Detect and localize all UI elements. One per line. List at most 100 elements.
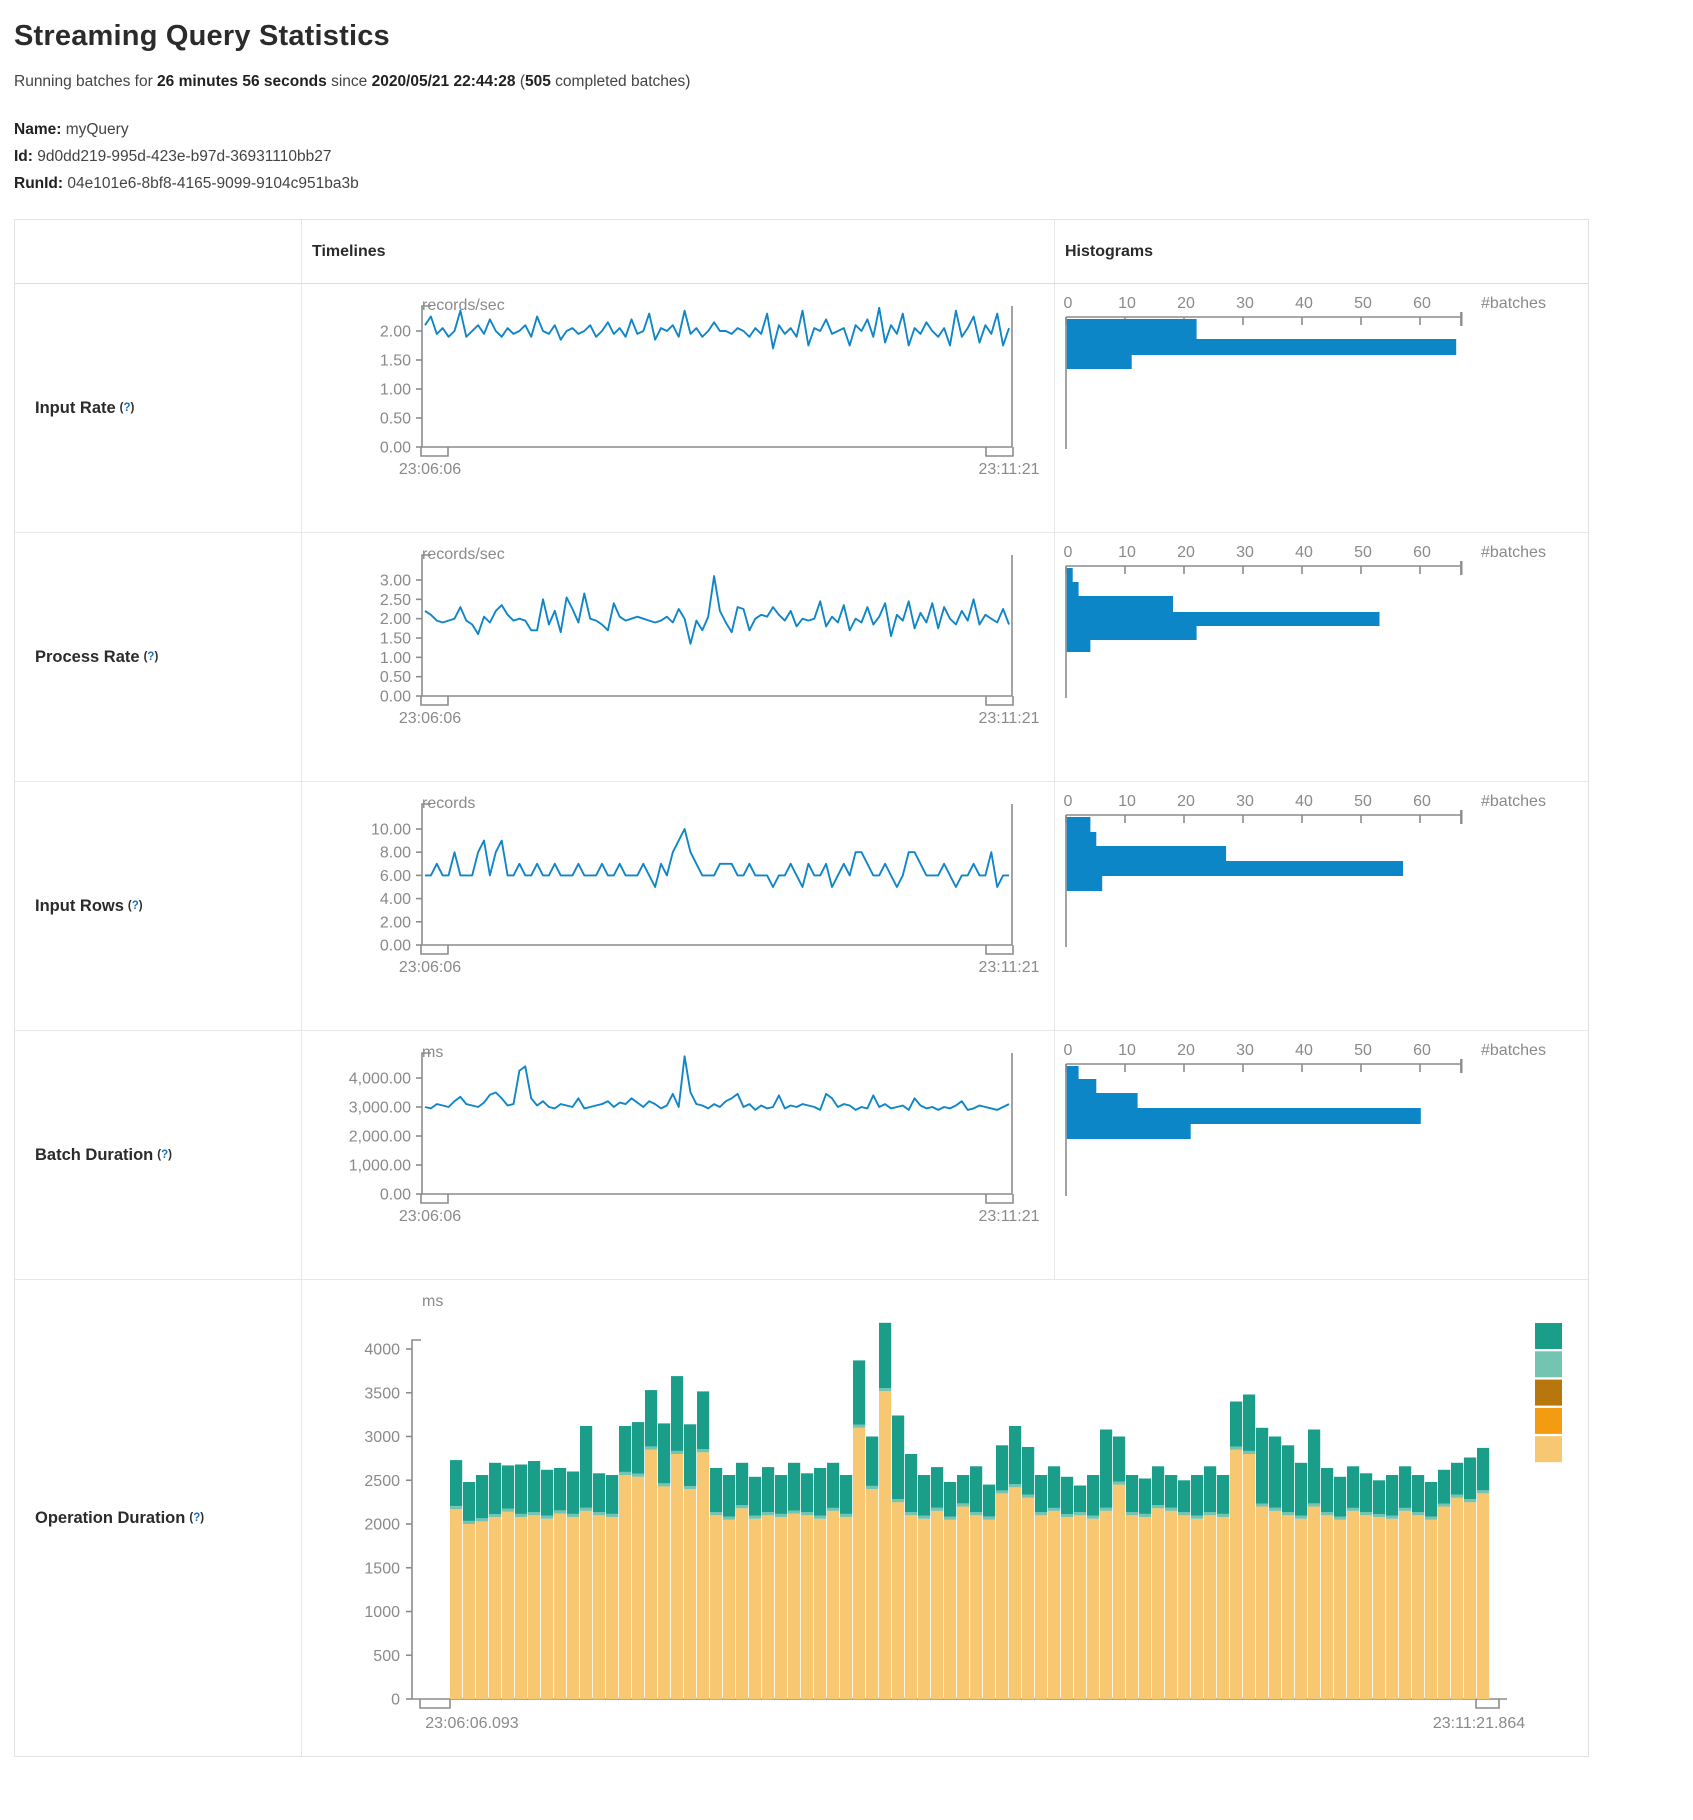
- input-rate-help-icon[interactable]: (?): [120, 402, 135, 414]
- op-bar-top-segment: [567, 1471, 580, 1514]
- x-tick-label: 50: [1354, 1042, 1372, 1059]
- legend-swatch-tan[interactable]: [1535, 1436, 1562, 1463]
- op-bar-sliver-segment: [1308, 1503, 1321, 1507]
- op-bar-top-segment: [957, 1475, 970, 1504]
- op-bar-top-segment: [1347, 1466, 1360, 1508]
- op-bar-sliver-segment: [1035, 1512, 1048, 1516]
- histogram-bar: [1066, 612, 1380, 626]
- input_rows-timeline-svg: records 10.00 8.00 6.00 4.00 2.00 0.00 23:06:06…: [371, 795, 1040, 976]
- op-bar-base-segment: [775, 1517, 788, 1699]
- op-bar-base-segment: [866, 1489, 879, 1699]
- op-bar-top-segment: [619, 1426, 632, 1472]
- op-bar-top-segment: [1087, 1475, 1100, 1516]
- histogram-bar: [1066, 1124, 1191, 1139]
- x-tick-label: 10: [1118, 1042, 1136, 1059]
- op-bar-base-segment: [645, 1449, 658, 1699]
- query-id-line: Id: 9d0dd219-995d-423e-b97d-36931110bb27: [14, 148, 1693, 166]
- op-bar-base-segment: [1230, 1449, 1243, 1699]
- histogram-bar: [1066, 832, 1097, 846]
- batch-duration-help-icon[interactable]: (?): [157, 1149, 172, 1161]
- op-bar-sliver-segment: [671, 1450, 684, 1454]
- op-bar-sliver-segment: [606, 1513, 619, 1517]
- op-bar-base-segment: [710, 1515, 723, 1700]
- op-bar-sliver-segment: [1464, 1499, 1477, 1503]
- op-bar-base-segment: [1386, 1518, 1399, 1700]
- x-end-label: 23:11:21: [978, 710, 1039, 727]
- y-axis-unit-label: records: [422, 795, 475, 812]
- op-bar-sliver-segment: [866, 1485, 879, 1489]
- op-bar-top-segment: [1477, 1447, 1490, 1491]
- op-bar-sliver-segment: [970, 1512, 983, 1516]
- y-tick-label: 0.00: [380, 689, 411, 706]
- op-bar-top-segment: [918, 1475, 931, 1516]
- op-bar-base-segment: [1217, 1517, 1230, 1699]
- op-bar-sliver-segment: [1074, 1512, 1087, 1516]
- y-tick-label: 0.50: [380, 669, 411, 686]
- process-rate-help-icon[interactable]: (?): [144, 651, 159, 663]
- input-rows-help-icon[interactable]: (?): [128, 900, 143, 912]
- op-bar-top-segment: [1399, 1466, 1412, 1508]
- op-bar-top-segment: [853, 1360, 866, 1425]
- op-bar-top-segment: [1373, 1480, 1386, 1514]
- op-bar-top-segment: [463, 1482, 476, 1521]
- input_rows-histogram-bars: [1066, 817, 1404, 891]
- op-bar-top-segment: [476, 1475, 489, 1519]
- op-bar-sliver-segment: [736, 1505, 749, 1509]
- op-bar-top-segment: [1438, 1469, 1451, 1504]
- op-bar-sliver-segment: [1100, 1507, 1113, 1511]
- query-name-label: Name:: [14, 121, 62, 138]
- op-bar-base-segment: [489, 1517, 502, 1699]
- query-id-label: Id:: [14, 148, 33, 165]
- op-bar-top-segment: [1269, 1436, 1282, 1508]
- legend-swatch-teal[interactable]: [1535, 1323, 1562, 1349]
- op-duration-bars: [450, 1322, 1490, 1700]
- op-bar-sliver-segment: [580, 1507, 593, 1511]
- op-bar-sliver-segment: [489, 1513, 502, 1517]
- op-bar-base-segment: [1035, 1515, 1048, 1700]
- x-start-label: 23:06:06: [399, 959, 461, 976]
- op-bar-top-segment: [1061, 1476, 1074, 1514]
- row-label-process-rate: Process Rate (?): [15, 533, 301, 782]
- op-bar-top-segment: [1243, 1394, 1256, 1451]
- x-end-label: 23:11:21.864: [1433, 1715, 1525, 1732]
- op-bar-top-segment: [840, 1475, 853, 1514]
- op-bar-base-segment: [996, 1493, 1009, 1699]
- op-bar-base-segment: [450, 1509, 463, 1699]
- x-start-label: 23:06:06.093: [425, 1715, 519, 1732]
- op-bar-top-segment: [1100, 1429, 1113, 1508]
- op-bar-top-segment: [736, 1462, 749, 1506]
- input_rows-histogram-svg: 0 10 20 30 40 50 60 #batches: [1064, 793, 1546, 947]
- op-bar-top-segment: [970, 1466, 983, 1513]
- legend-swatch-light_teal[interactable]: [1535, 1351, 1562, 1378]
- histogram-bar: [1066, 861, 1404, 876]
- op-bar-base-segment: [1269, 1510, 1282, 1699]
- op-bar-top-segment: [528, 1461, 541, 1513]
- op-bar-top-segment: [801, 1473, 814, 1513]
- input-rate-timeline-chart: records/sec 2.00 1.50 1.00 0.50 0.00 23:06:06 2…: [301, 284, 1054, 533]
- op-bar-base-segment: [1334, 1519, 1347, 1699]
- running-batches-summary: Running batches for 26 minutes 56 second…: [14, 73, 1693, 91]
- help-question-mark: ?: [123, 402, 131, 414]
- op-bar-base-segment: [1087, 1518, 1100, 1700]
- op-bar-base-segment: [1373, 1517, 1386, 1699]
- op-bar-base-segment: [1412, 1515, 1425, 1700]
- op-bar-base-segment: [1477, 1493, 1490, 1699]
- y-tick-label: 4000: [364, 1342, 400, 1359]
- query-runid-label: RunId:: [14, 175, 64, 192]
- y-tick-label: 2.00: [380, 914, 411, 931]
- op-bar-base-segment: [1425, 1519, 1438, 1699]
- op-bar-top-segment: [814, 1468, 827, 1516]
- y-tick-label: 3500: [364, 1385, 400, 1402]
- op-bar-top-segment: [1178, 1480, 1191, 1513]
- legend-swatch-orange[interactable]: [1535, 1407, 1562, 1434]
- op-bar-sliver-segment: [1048, 1507, 1061, 1511]
- op-bar-sliver-segment: [1360, 1512, 1373, 1516]
- op-bar-top-segment: [710, 1468, 723, 1513]
- op-bar-sliver-segment: [1152, 1505, 1165, 1509]
- op-bar-base-segment: [944, 1519, 957, 1699]
- operation-duration-help-icon[interactable]: (?): [189, 1512, 204, 1524]
- legend-swatch-brown[interactable]: [1535, 1379, 1562, 1406]
- header-empty-cell: [15, 220, 301, 284]
- help-paren: (: [119, 402, 124, 414]
- op-bar-base-segment: [801, 1515, 814, 1700]
